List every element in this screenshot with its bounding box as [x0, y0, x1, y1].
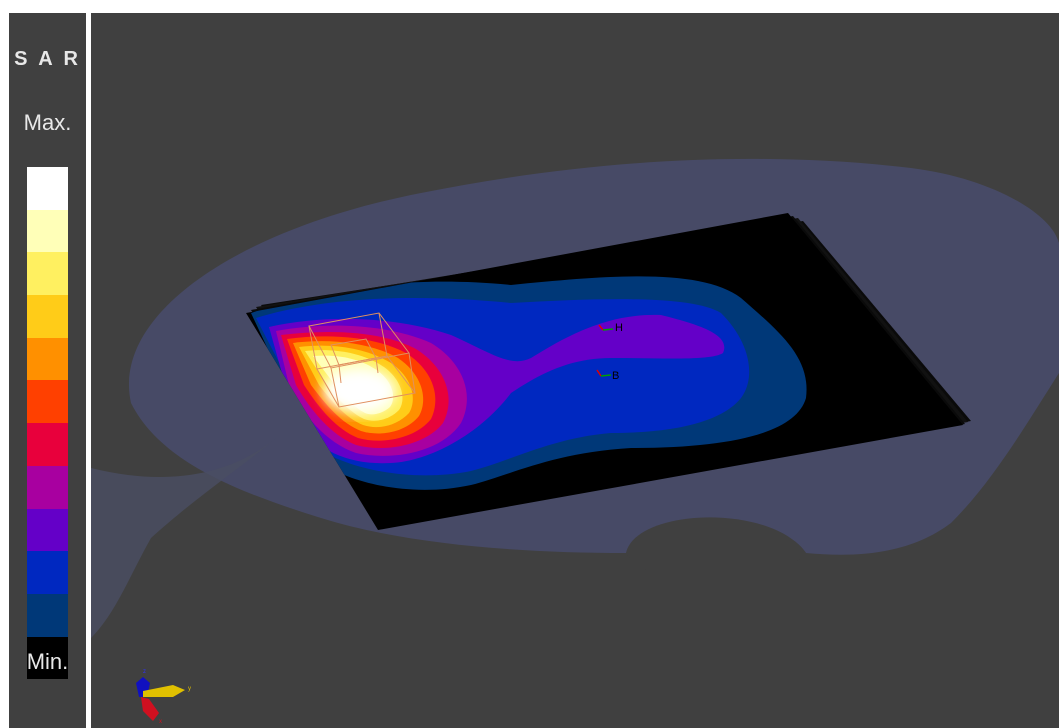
h-marker: H: [598, 322, 623, 334]
y-axis-arrow: [143, 685, 185, 697]
color-scale-swatch: [27, 551, 68, 594]
legend-min-label: Min.: [26, 649, 69, 674]
legend-max-label: Max.: [23, 110, 72, 135]
axis-triad[interactable]: y x z: [136, 669, 191, 725]
h-marker-label: H: [615, 322, 623, 334]
color-scale-swatch: [27, 423, 68, 466]
color-scale-swatch: [27, 167, 68, 210]
sar-color-scale: [27, 167, 68, 680]
phantom-cutout: [626, 517, 806, 583]
color-scale-swatch: [27, 465, 68, 509]
color-scale-swatch: [27, 593, 68, 637]
y-axis-label: y: [188, 686, 191, 692]
z-axis-label: z: [143, 669, 146, 675]
color-scale-swatch: [27, 295, 68, 338]
sar-scene: H B y x z: [91, 158, 1059, 725]
color-scale-swatch: [27, 380, 68, 424]
color-scale-swatch: [27, 508, 68, 552]
legend-title: S A R: [14, 48, 81, 70]
probe-wireframe: [308, 312, 416, 408]
sar-peak-core: [323, 369, 395, 413]
x-axis-arrow: [141, 697, 159, 721]
color-scale-swatch: [27, 337, 68, 381]
b-marker: B: [596, 369, 619, 382]
x-axis-label: x: [159, 719, 162, 725]
color-scale-swatch: [27, 209, 68, 253]
color-scale-swatch: [27, 636, 68, 680]
b-marker-label: B: [612, 370, 619, 382]
phantom-arm: [91, 438, 276, 638]
3d-viewport[interactable]: H B y x z: [91, 13, 1059, 728]
color-scale-swatch: [27, 252, 68, 296]
sar-distribution: [251, 276, 807, 490]
sar-legend-panel: S A R Max. Min.: [9, 13, 86, 728]
